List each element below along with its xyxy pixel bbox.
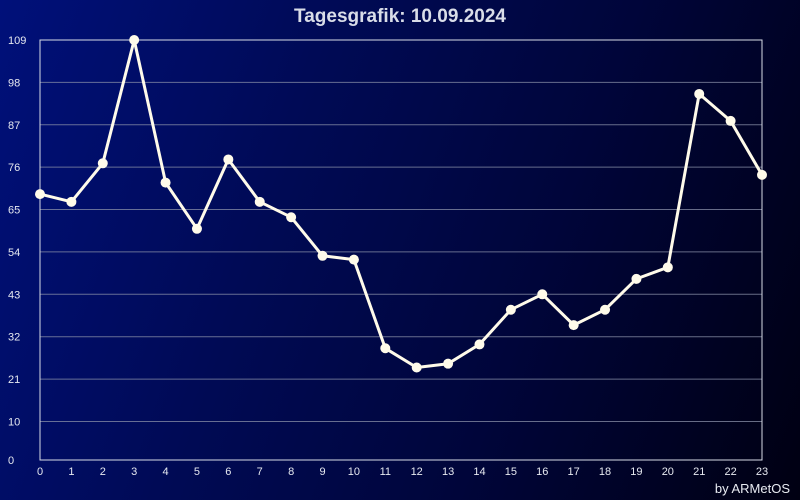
- data-point: [348, 254, 359, 265]
- series-layer: [35, 35, 767, 373]
- x-axis-ticks: 0 1 2 3 4 5 6 7 8 9 10 11 12 13 14 15 16 17 18 19 20 21 22 23: [37, 466, 768, 478]
- x-tick-label: 15: [505, 466, 517, 478]
- y-tick-label: 21: [8, 374, 20, 386]
- data-point: [380, 343, 391, 354]
- data-point: [694, 88, 705, 99]
- x-tick-label: 12: [411, 466, 423, 478]
- x-tick-label: 20: [662, 466, 674, 478]
- y-tick-label: 10: [8, 416, 20, 428]
- y-tick-label: 32: [8, 332, 20, 344]
- data-point: [631, 273, 642, 284]
- data-point: [537, 289, 548, 300]
- x-tick-label: 17: [568, 466, 580, 478]
- data-point: [223, 154, 234, 165]
- data-point: [35, 189, 45, 200]
- x-tick-label: 14: [473, 466, 485, 478]
- data-point: [411, 362, 422, 373]
- y-axis-ticks: 0 10 21 32 43 54 65 76 87 98 109: [8, 35, 26, 467]
- y-tick-label: 43: [8, 289, 20, 301]
- x-tick-label: 11: [380, 466, 391, 478]
- x-tick-label: 10: [348, 466, 360, 478]
- data-point: [129, 35, 140, 45]
- data-point: [286, 212, 297, 223]
- x-tick-label: 5: [194, 466, 200, 478]
- data-point: [443, 358, 454, 369]
- x-tick-label: 0: [37, 466, 43, 478]
- y-tick-label: 87: [8, 120, 20, 132]
- y-tick-label: 98: [8, 77, 20, 89]
- x-tick-label: 1: [68, 466, 74, 478]
- data-point: [757, 169, 767, 180]
- grid-lines: [40, 81, 762, 422]
- data-point: [600, 304, 611, 315]
- data-point: [254, 196, 265, 207]
- x-tick-label: 2: [100, 466, 106, 478]
- y-tick-label: 54: [8, 247, 20, 259]
- x-tick-label: 22: [724, 466, 736, 478]
- x-tick-label: 3: [131, 466, 137, 478]
- x-tick-label: 4: [163, 466, 169, 478]
- series-line: [39, 38, 764, 369]
- data-point: [474, 339, 485, 350]
- plot-frame: [39, 39, 763, 461]
- y-tick-label: 109: [8, 35, 26, 47]
- x-tick-label: 21: [693, 466, 705, 478]
- x-tick-label: 23: [756, 466, 768, 478]
- y-tick-label: 0: [8, 455, 14, 467]
- data-point: [662, 262, 673, 273]
- data-point: [505, 304, 516, 315]
- y-tick-label: 65: [8, 205, 20, 217]
- data-point: [66, 196, 77, 207]
- x-tick-label: 9: [319, 466, 325, 478]
- data-point: [568, 320, 579, 331]
- chart-title: Tagesgrafik: 10.09.2024: [294, 6, 506, 27]
- data-point: [317, 250, 328, 261]
- y-tick-label: 76: [8, 162, 20, 174]
- data-point: [160, 177, 171, 188]
- x-tick-label: 6: [225, 466, 231, 478]
- x-tick-label: 7: [257, 466, 263, 478]
- x-tick-label: 19: [630, 466, 642, 478]
- x-tick-label: 8: [288, 466, 294, 478]
- data-point: [725, 115, 736, 126]
- data-point: [97, 158, 108, 169]
- x-tick-label: 18: [599, 466, 611, 478]
- data-point: [191, 223, 202, 234]
- credit-label: by ARMetOS: [714, 481, 790, 496]
- x-tick-label: 13: [442, 466, 454, 478]
- x-tick-label: 16: [536, 466, 548, 478]
